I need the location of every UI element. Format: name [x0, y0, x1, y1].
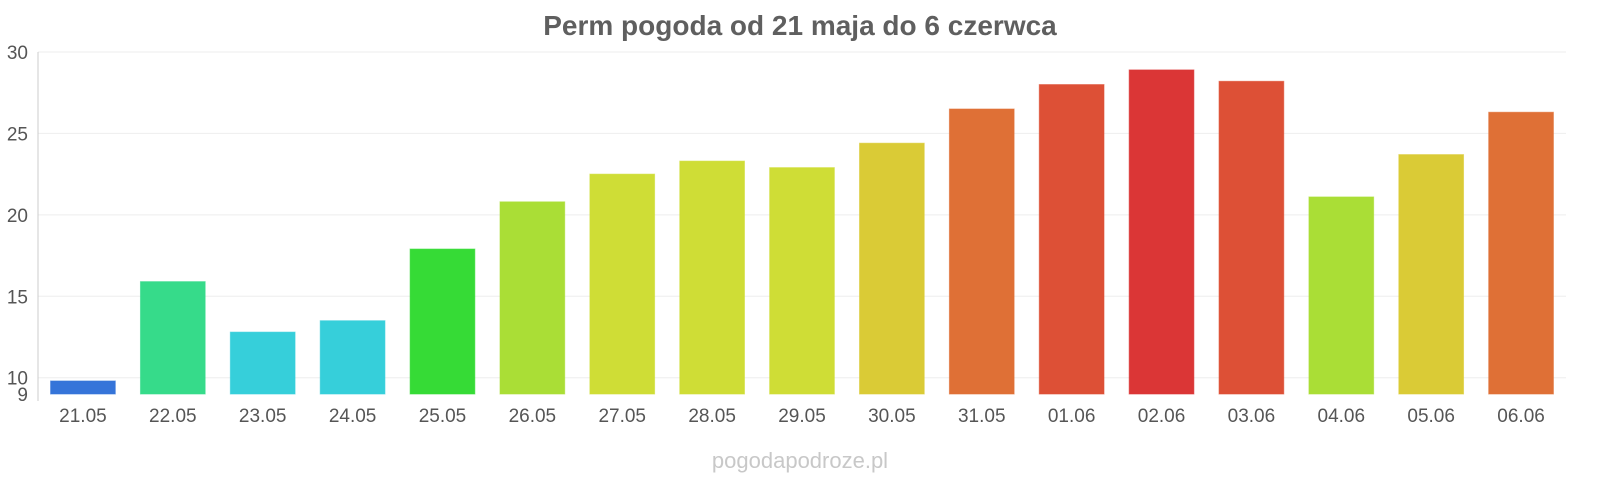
- x-tick-label: 06.06: [1497, 406, 1545, 427]
- x-tick-label: 04.06: [1318, 406, 1366, 427]
- bar-02.06: [1128, 69, 1195, 395]
- x-tick-label: 25.05: [419, 406, 467, 427]
- y-tick-label: 25: [7, 124, 28, 145]
- bar-03.06: [1218, 80, 1285, 395]
- bar-01.06: [1038, 84, 1105, 395]
- x-tick-label: 23.05: [239, 406, 287, 427]
- watermark: pogodapodroze.pl: [711, 448, 889, 473]
- x-tick-label: 21.05: [59, 406, 107, 427]
- y-tick-label: 10: [7, 369, 28, 390]
- bar-28.05: [679, 160, 745, 395]
- x-tick-label: 03.06: [1228, 406, 1276, 427]
- bar-26.05: [499, 201, 566, 395]
- bar-30.05: [859, 142, 925, 395]
- bar-31.05: [948, 108, 1015, 395]
- y-axis-ticks: 910 15 20 25 30: [7, 43, 28, 406]
- bar-22.05: [139, 281, 206, 395]
- y-tick-label: 20: [7, 206, 28, 227]
- x-axis-ticks: 21.05 22.05 23.05 24.05 25.05 26.05 27.05 28.05…: [59, 406, 1545, 427]
- x-tick-label: 24.05: [329, 406, 377, 427]
- bar-21.05: [50, 380, 116, 395]
- bar-06.06: [1488, 111, 1554, 395]
- chart-title: Perm pogoda od 21 maja do 6 czerwca: [543, 10, 1057, 41]
- bar-23.05: [229, 331, 296, 395]
- bar-27.05: [589, 173, 656, 395]
- x-tick-label: 01.06: [1048, 406, 1096, 427]
- x-tick-label: 28.05: [688, 406, 736, 427]
- y-tick-label: 9: [17, 385, 28, 406]
- bar-04.06: [1308, 196, 1375, 395]
- bar-24.05: [319, 320, 386, 395]
- x-tick-label: 31.05: [958, 406, 1006, 427]
- x-tick-label: 30.05: [868, 406, 916, 427]
- x-tick-label: 02.06: [1138, 406, 1186, 427]
- y-tick-label: 15: [7, 287, 28, 308]
- x-tick-label: 22.05: [149, 406, 197, 427]
- x-tick-label: 29.05: [778, 406, 826, 427]
- x-tick-label: 26.05: [509, 406, 557, 427]
- bar-05.06: [1398, 154, 1465, 395]
- bar-25.05: [409, 248, 476, 395]
- y-tick-label: 30: [7, 43, 28, 64]
- bars: [50, 69, 1554, 395]
- x-tick-label: 05.06: [1407, 406, 1455, 427]
- bar-29.05: [769, 167, 835, 395]
- x-tick-label: 27.05: [598, 406, 646, 427]
